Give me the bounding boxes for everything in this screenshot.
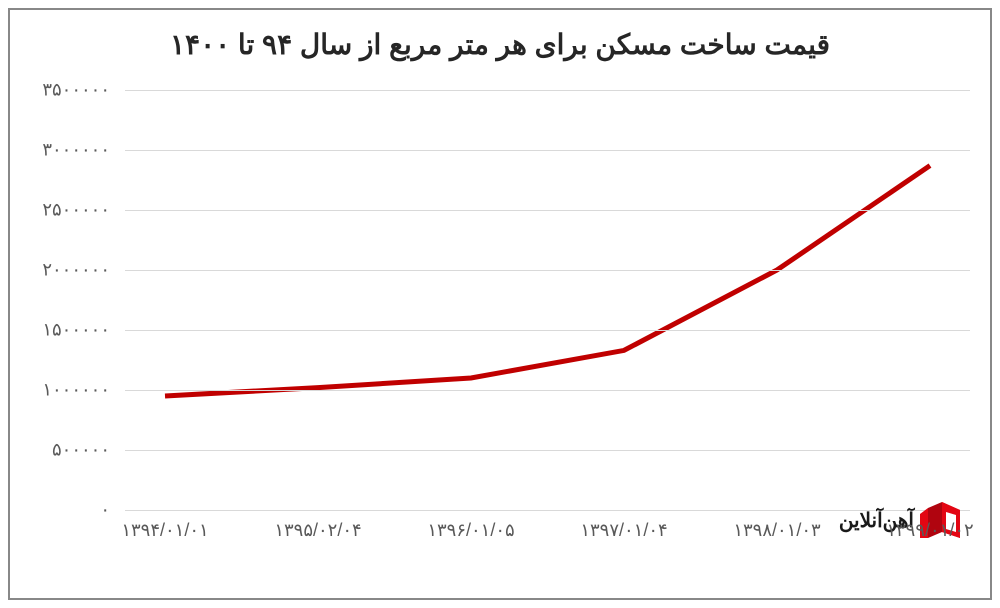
x-axis-label: ۱۳۹۹/۰۱/۰۲ (886, 520, 973, 541)
gridline (125, 270, 970, 271)
gridline (125, 210, 970, 211)
x-axis-label: ۱۳۹۶/۰۱/۰۵ (427, 520, 514, 541)
y-axis-label: ۳۰۰۰۰۰۰ (20, 140, 110, 161)
y-axis-label: ۵۰۰۰۰۰ (20, 440, 110, 461)
gridline (125, 150, 970, 151)
y-axis-label: ۲۵۰۰۰۰۰ (20, 200, 110, 221)
gridline (125, 390, 970, 391)
y-axis-label: ۳۵۰۰۰۰۰ (20, 80, 110, 101)
series-path (165, 166, 930, 396)
gridline (125, 330, 970, 331)
x-axis-label: ۱۳۹۴/۰۱/۰۱ (121, 520, 208, 541)
y-axis-label: ۲۰۰۰۰۰۰ (20, 260, 110, 281)
chart-title: قیمت ساخت مسکن برای هر متر مربع از سال ۹… (10, 28, 990, 61)
y-axis-label: ۰ (20, 500, 110, 521)
x-axis-label: ۱۳۹۵/۰۲/۰۴ (274, 520, 361, 541)
chart-container: قیمت ساخت مسکن برای هر متر مربع از سال ۹… (8, 8, 992, 600)
y-axis-label: ۱۵۰۰۰۰۰ (20, 320, 110, 341)
line-series (125, 90, 970, 510)
gridline (125, 90, 970, 91)
plot-area (125, 90, 970, 510)
x-axis-label: ۱۳۹۷/۰۱/۰۴ (580, 520, 667, 541)
gridline (125, 450, 970, 451)
y-axis-label: ۱۰۰۰۰۰۰ (20, 380, 110, 401)
x-axis-label: ۱۳۹۸/۰۱/۰۳ (733, 520, 820, 541)
